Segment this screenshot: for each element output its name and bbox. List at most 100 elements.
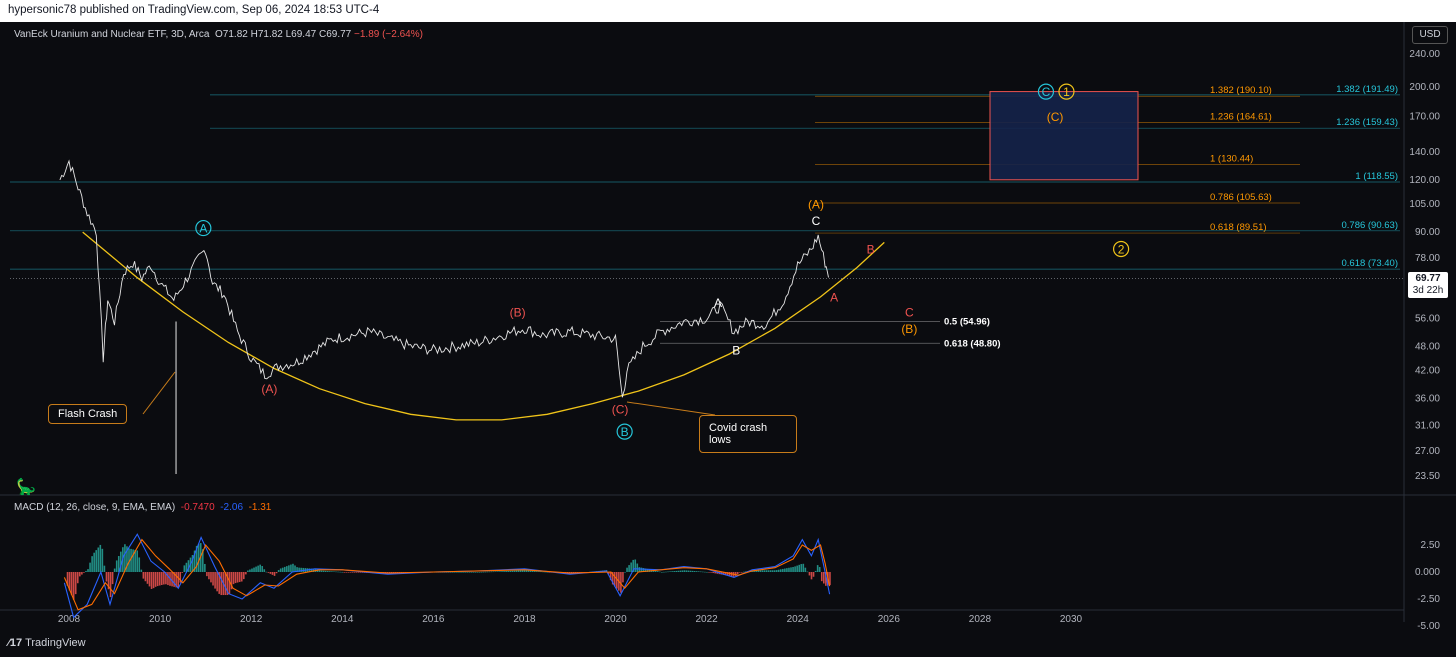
- macd-hist-bar: [130, 548, 132, 572]
- macd-hist-bar: [671, 571, 673, 572]
- macd-tick-label: -2.50: [1417, 594, 1440, 605]
- macd-hist-bar: [259, 564, 261, 572]
- macd-hist-bar: [253, 567, 255, 572]
- wave-label: A: [199, 222, 207, 236]
- tradingview-logo[interactable]: ⁄17 TradingView: [8, 637, 86, 649]
- macd-hist-bar: [136, 550, 139, 572]
- macd-hist-bar: [76, 572, 79, 584]
- y-tick-label: 48.00: [1415, 341, 1440, 352]
- fib-orange-label: 1 (130.44): [1210, 154, 1253, 165]
- fib-white-label: 0.5 (54.96): [944, 317, 990, 328]
- macd-hist-bar: [609, 572, 612, 581]
- macd-hist-bar: [175, 572, 177, 588]
- macd-hist-bar: [675, 570, 678, 572]
- macd-hist-bar: [140, 569, 143, 572]
- macd-hist-bar: [656, 571, 659, 572]
- macd-tick-label: -5.00: [1417, 621, 1440, 632]
- macd-hist-bar: [804, 567, 807, 572]
- macd-hist-bar: [161, 572, 163, 586]
- macd-hist-bar: [472, 572, 475, 573]
- macd-hist-bar: [745, 571, 747, 572]
- macd-hist-bar: [111, 572, 114, 585]
- macd-line-value: -2.06: [220, 502, 244, 513]
- macd-hist-bar: [214, 572, 216, 589]
- macd-hist-bar: [79, 572, 81, 577]
- y-tick-label: 27.00: [1415, 446, 1440, 457]
- macd-hist-bar: [642, 568, 645, 572]
- macd-hist-bar: [736, 572, 739, 575]
- macd-hist-bar: [620, 572, 622, 593]
- macd-hist-bar: [700, 571, 702, 573]
- x-tick-label: 2012: [240, 614, 263, 625]
- macd-hist-bar: [347, 572, 350, 573]
- macd-hist-bar: [255, 566, 257, 572]
- macd-hist-bar: [349, 572, 352, 573]
- macd-hist-bar: [681, 570, 684, 572]
- macd-hist-bar: [466, 572, 468, 573]
- wave-label: 1: [1063, 85, 1070, 99]
- macd-hist-bar: [634, 559, 637, 572]
- wave-label: B: [867, 242, 875, 256]
- macd-hist-bar: [331, 571, 333, 572]
- macd-hist-bar: [462, 572, 464, 573]
- macd-hist-bar: [759, 570, 762, 572]
- wave-label: B: [621, 425, 629, 439]
- macd-hist-bar: [511, 570, 514, 572]
- macd-hist-bar: [318, 570, 321, 572]
- macd-hist-bar: [226, 572, 229, 596]
- publisher-bar: hypersonic78 published on TradingView.co…: [0, 0, 1456, 22]
- macd-hist-bar: [193, 550, 196, 572]
- target-box: [989, 91, 1139, 181]
- wave-label: A: [714, 296, 722, 310]
- macd-hist-bar: [208, 572, 210, 580]
- macd-hist-bar: [644, 568, 647, 572]
- fib-cyan-label: 0.618 (73.40): [1341, 258, 1398, 269]
- macd-hist-bar: [695, 571, 698, 572]
- macd-hist-bar: [83, 572, 85, 573]
- symbol-title: VanEck Uranium and Nuclear ETF, 3D, Arca: [14, 29, 210, 40]
- macd-hist-bar: [107, 572, 110, 590]
- macd-hist-bar: [230, 572, 233, 590]
- macd-hist-bar: [665, 571, 667, 573]
- macd-hist-bar: [146, 572, 149, 584]
- macd-hist-bar: [341, 571, 343, 573]
- fib-white-label: 0.618 (48.80): [944, 338, 1001, 349]
- macd-hist-bar: [724, 572, 727, 576]
- macd-hist-bar: [138, 557, 141, 572]
- y-tick-label: 140.00: [1409, 147, 1440, 158]
- macd-hist-bar: [242, 572, 245, 580]
- macd-hist-bar: [447, 572, 450, 573]
- macd-hist-bar: [829, 572, 831, 586]
- macd-hist-bar: [245, 572, 247, 575]
- macd-hist-bar: [351, 572, 354, 573]
- macd-tick-label: 0.000: [1415, 567, 1440, 578]
- macd-hist-bar: [156, 572, 159, 587]
- macd-hist-bar: [661, 572, 663, 573]
- fib-orange-label: 1.236 (164.61): [1210, 111, 1272, 122]
- macd-hist-bar: [158, 572, 161, 586]
- macd-hist-bar: [784, 568, 786, 572]
- macd-hist-bar: [654, 570, 657, 572]
- macd-hist-bar: [173, 572, 175, 587]
- macd-hist-bar: [120, 551, 122, 572]
- macd-hist-bar: [488, 571, 491, 573]
- macd-hist-bar: [179, 572, 182, 583]
- currency-button[interactable]: USD: [1412, 26, 1448, 44]
- macd-hist-bar: [126, 546, 128, 572]
- covid-line1: Covid crash: [709, 422, 768, 434]
- wave-label-circle: [616, 423, 633, 440]
- publisher-text: hypersonic78 published on TradingView.co…: [8, 4, 380, 16]
- macd-hist-bar: [782, 568, 784, 572]
- macd-hist-bar: [659, 571, 661, 573]
- y-tick-label: 23.50: [1415, 471, 1440, 482]
- macd-hist-bar: [534, 570, 536, 572]
- macd-hist-bar: [290, 564, 292, 572]
- macd-hist-bar: [89, 562, 91, 572]
- macd-hist-bar: [257, 565, 259, 572]
- macd-hist-bar: [335, 571, 337, 573]
- macd-hist-bar: [628, 565, 630, 572]
- chart-canvas[interactable]: 240.00 200.00 170.00 140.00 120.00 105.00 90.0…: [0, 22, 1456, 657]
- macd-hist-bar: [181, 572, 184, 573]
- macd-hist-bar: [716, 572, 719, 574]
- macd-hist-bar: [458, 572, 460, 573]
